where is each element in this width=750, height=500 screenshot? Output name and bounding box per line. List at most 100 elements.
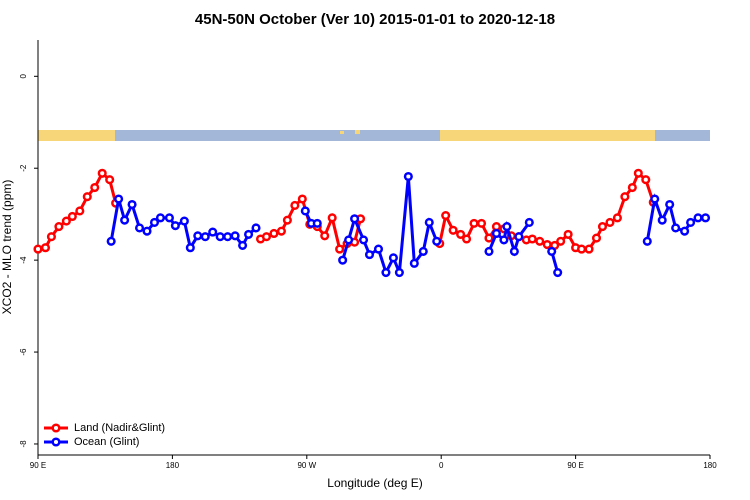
point [650,194,660,204]
point [338,255,348,265]
point [409,258,419,268]
point [514,232,524,242]
point [106,236,116,246]
point [185,243,195,253]
point [535,236,545,246]
point [462,234,472,244]
point [527,234,537,244]
point [114,194,124,204]
point [671,223,681,233]
point [320,231,330,241]
point [373,244,384,254]
point [388,253,398,263]
point [82,192,92,202]
point [424,217,434,228]
y-tick-label: -6 [19,348,28,356]
point [448,225,458,235]
point [364,250,375,260]
x-tick-label: 180 [166,461,180,470]
point [556,236,566,246]
point [456,229,466,239]
point [484,246,494,256]
point [358,235,369,245]
point [344,235,354,245]
point [335,244,345,254]
x-tick-label: 90 E [30,461,46,470]
point [61,216,71,226]
land-ocean-strip [38,130,710,141]
y-tick-label: -4 [19,256,28,264]
point [441,211,451,221]
point [577,244,587,254]
point [127,199,137,210]
point [230,231,240,241]
point [134,223,145,233]
point [300,206,310,216]
point [120,215,130,225]
x-tick-label: 0 [439,461,444,470]
point [290,200,300,210]
point [46,232,56,242]
point [33,244,43,254]
point [499,235,509,245]
point [553,267,563,278]
point [40,243,51,253]
point [142,226,152,236]
point [75,206,85,216]
point [403,171,413,182]
point [381,267,391,278]
point [584,244,594,254]
point [67,211,77,222]
point [491,222,502,232]
point [627,182,637,193]
point [502,222,512,232]
point [244,229,254,239]
point [484,233,494,243]
y-tick-label: 0 [19,74,28,79]
point [612,213,622,223]
point [491,228,502,239]
legend-label: Ocean (Glint) [74,436,139,448]
point [605,217,615,228]
point [261,232,272,242]
point [665,199,675,210]
point [680,226,690,236]
point [193,231,203,241]
point [97,168,107,178]
y-axis-label: XCO2 - MLO trend (ppm) [0,180,14,315]
x-tick-label: 180 [703,461,717,470]
point [418,246,428,256]
point [700,213,711,223]
point [394,267,404,278]
y-tick-label: -8 [19,440,28,448]
series-line [109,176,706,277]
point [54,222,64,232]
point [238,240,248,250]
y-tick-label: -2 [19,164,28,172]
legend-marker [51,437,61,447]
point [200,232,210,242]
point [620,192,630,202]
legend-marker [51,423,61,433]
point [657,215,667,225]
point [642,236,652,246]
point [164,213,174,223]
point [686,217,696,228]
point [215,232,225,242]
point [105,175,115,185]
point [276,226,286,236]
point [90,182,100,193]
legend-label: Land (Nadir&Glint) [74,422,165,434]
point [350,214,360,224]
point [476,218,487,228]
point [155,213,166,223]
point [693,213,703,223]
point [223,232,233,242]
point [327,213,337,223]
x-tick-label: 90 E [567,461,583,470]
point [633,168,643,178]
point [563,229,573,239]
point [179,216,189,226]
point [591,233,602,243]
